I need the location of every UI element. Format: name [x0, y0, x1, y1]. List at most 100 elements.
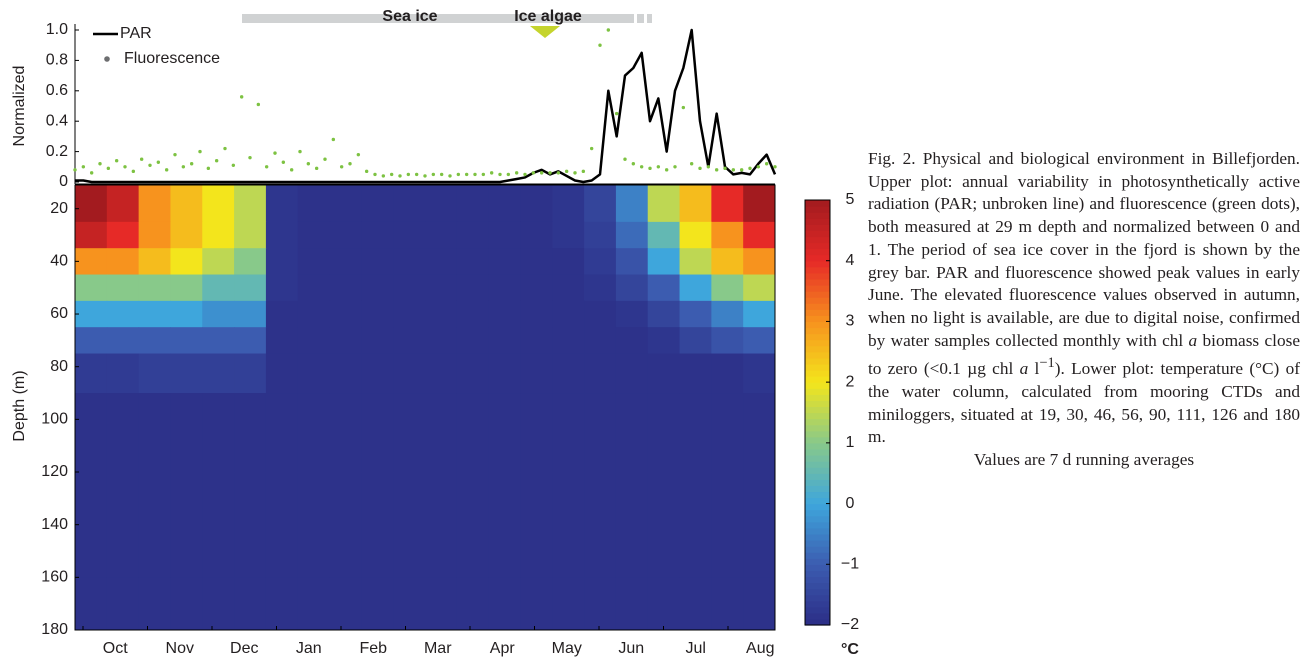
temperature-cell [202, 248, 235, 276]
temperature-cell [584, 185, 617, 223]
temperature-cell [329, 248, 362, 276]
colorbar-slice [805, 309, 830, 316]
y-tick-label: 60 [50, 305, 68, 322]
temperature-cell [138, 221, 171, 249]
temperature-cell [584, 353, 617, 394]
temperature-cell [393, 353, 426, 394]
temperature-cell [584, 472, 617, 578]
temperature-cell [743, 327, 776, 355]
temperature-cell [456, 248, 490, 276]
temperature-cell [488, 300, 521, 328]
temperature-cell [265, 327, 299, 355]
temperature-cell [234, 472, 267, 578]
x-tick-label: Aug [746, 640, 774, 657]
x-tick-label: May [552, 640, 582, 657]
temperature-cell [711, 472, 744, 578]
fluorescence-dot [773, 165, 777, 169]
fluorescence-dot [556, 171, 561, 175]
temperature-cell [647, 221, 681, 249]
temperature-cell [393, 327, 426, 355]
fluorescence-dot [539, 171, 544, 175]
temperature-cell [615, 353, 649, 394]
sea-ice-bar [242, 14, 634, 23]
colorbar-slice [805, 357, 830, 365]
temperature-cell [425, 274, 458, 302]
fluorescence-dot [181, 165, 186, 169]
colorbar-slice [805, 278, 830, 286]
colorbar-slice [805, 515, 830, 523]
fluorescence-dot [198, 149, 202, 154]
x-tick-label: Mar [424, 640, 452, 657]
temperature-cell [170, 393, 203, 473]
temperature-cell [106, 577, 140, 631]
temperature-cell [138, 327, 171, 355]
temperature-cell [711, 393, 744, 473]
temperature-cell [75, 274, 108, 302]
temperature-cell [297, 577, 331, 631]
temperature-cell [106, 248, 140, 276]
temperature-cell [75, 248, 108, 276]
temperature-cell [679, 577, 712, 631]
fluorescence-dot [314, 166, 319, 171]
fluorescence-dot [214, 159, 219, 163]
legend-label: PAR [120, 25, 152, 42]
colorbar-slice [805, 448, 830, 456]
temperature-cell [329, 185, 362, 223]
legend-swatch [104, 56, 110, 62]
temperature-cell [202, 472, 235, 578]
temperature-cell [552, 353, 585, 394]
colorbar-slice [805, 303, 830, 310]
temperature-cell [361, 221, 394, 249]
colorbar-slice [805, 388, 830, 395]
temperature-cell [361, 353, 394, 394]
temperature-cell [234, 248, 267, 276]
temperature-cell [647, 472, 681, 578]
x-tick-label: Apr [490, 640, 516, 657]
fluorescence-dot [89, 171, 94, 175]
colorbar-tick-label: 0 [846, 495, 855, 512]
temperature-cell [393, 577, 426, 631]
colorbar-slice [805, 370, 830, 377]
fluorescence-dot [723, 166, 727, 171]
temperature-cell [552, 274, 585, 302]
temperature-cell [615, 248, 649, 276]
temperature-cell [106, 353, 140, 394]
temperature-cell [647, 248, 681, 276]
temperature-cell [488, 353, 521, 394]
temperature-cell [743, 274, 776, 302]
temperature-cell [711, 353, 744, 394]
colorbar-tick-label: 2 [846, 373, 855, 390]
temperature-cell [488, 248, 521, 276]
temperature-cell [425, 472, 458, 578]
temperature-cell [584, 577, 617, 631]
temperature-cell [297, 472, 331, 578]
temperature-cell [456, 472, 490, 578]
temperature-cell [170, 274, 203, 302]
temperature-cell [234, 353, 267, 394]
temperature-cell [234, 221, 267, 249]
caption-text: ). Lower plot: temperature (°C) of the w… [868, 359, 1301, 447]
fluorescence-dot [581, 169, 586, 174]
colorbar-slice [805, 260, 830, 268]
temperature-cell [584, 221, 617, 249]
fluorescence-dot [139, 157, 144, 161]
colorbar-slice [805, 315, 830, 323]
temperature-cell [456, 393, 490, 473]
legend-label: Fluorescence [124, 50, 220, 67]
fluorescence-dot [648, 166, 652, 171]
temperature-cell [361, 327, 394, 355]
colorbar-slice [805, 224, 830, 231]
fluorescence-dot [98, 162, 102, 166]
colorbar-slice [805, 400, 830, 408]
fluorescence-dot [514, 171, 519, 175]
fluorescence-dot [439, 172, 444, 177]
y-tick-label: 100 [41, 411, 68, 428]
colorbar-slice [805, 376, 830, 383]
fluorescence-dot [156, 160, 161, 164]
temperature-cell [138, 300, 171, 328]
temperature-cell [711, 577, 744, 631]
temperature-cell [75, 472, 108, 578]
colorbar-slice [805, 272, 830, 280]
colorbar-slice [805, 321, 830, 329]
